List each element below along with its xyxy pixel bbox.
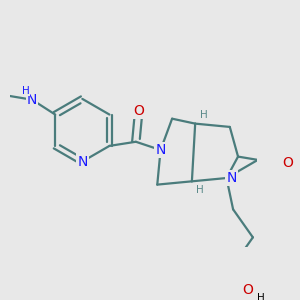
Text: H: H — [196, 184, 204, 195]
Text: N: N — [27, 93, 37, 107]
Text: N: N — [226, 171, 237, 185]
Text: H: H — [257, 293, 265, 300]
Text: H: H — [22, 86, 29, 96]
Text: O: O — [133, 104, 144, 118]
Text: N: N — [77, 154, 88, 169]
Text: O: O — [282, 156, 293, 170]
Text: N: N — [155, 143, 166, 157]
Text: H: H — [200, 110, 207, 120]
Text: O: O — [242, 283, 253, 297]
